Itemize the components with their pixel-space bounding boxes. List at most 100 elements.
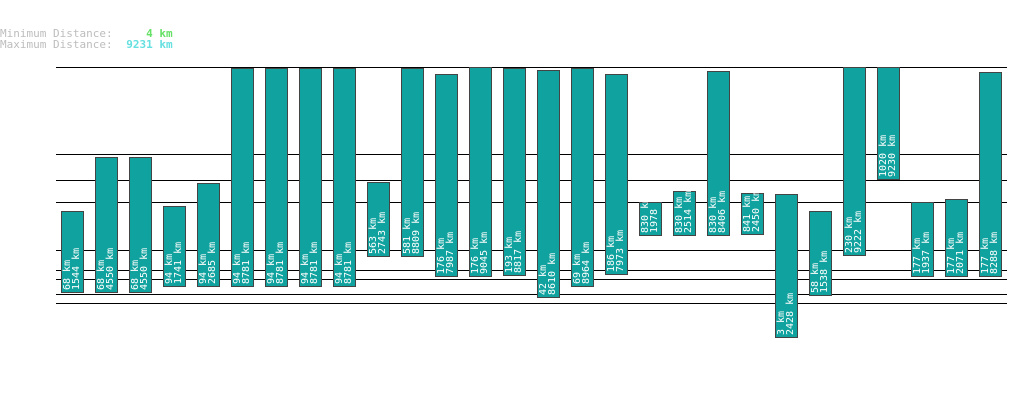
bar-label-a-8: 94 km xyxy=(334,254,345,284)
bar-label-b-20: 2450 km xyxy=(751,190,762,232)
bar-rect-22 xyxy=(809,211,832,296)
bar-label-b-17: 1978 km xyxy=(649,191,660,233)
bar-rect-1 xyxy=(95,157,118,293)
bar-rect-0 xyxy=(61,211,84,293)
bar-rect-8 xyxy=(333,68,356,287)
bar-rect-4 xyxy=(197,183,220,287)
bar-label-b-24: 9230 km xyxy=(887,135,898,177)
minimum-distance-label: Minimum Distance: xyxy=(0,27,113,40)
bar-label-b-5: 8781 km xyxy=(241,242,252,284)
bar-label-a-11: 176 km xyxy=(436,238,447,274)
bar-label-a-27: 177 km xyxy=(980,238,991,274)
bar-label-b-10: 8809 km xyxy=(411,212,422,254)
bar-label-a-26: 177 km xyxy=(946,238,957,274)
bar-label-a-14: 42 km xyxy=(538,265,549,295)
bar-label-b-8: 8781 km xyxy=(343,242,354,284)
bar-label-a-23: 230 km xyxy=(844,217,855,253)
bar-label-b-11: 7987 km xyxy=(445,232,456,274)
minimum-distance-row: Minimum Distance: 4 km xyxy=(0,28,173,39)
bar-label-a-12: 176 km xyxy=(470,238,481,274)
bar-rect-19 xyxy=(707,71,730,236)
bar-rect-24 xyxy=(877,67,900,180)
bar-label-b-26: 2071 km xyxy=(955,232,966,274)
bar-label-b-27: 8288 km xyxy=(989,232,1000,274)
bar-label-b-0: 1544 km xyxy=(71,248,82,290)
bar-rect-27 xyxy=(979,72,1002,277)
bar-label-a-25: 177 km xyxy=(912,238,923,274)
bar-label-a-24: 1020 km xyxy=(878,135,889,177)
bar-rect-20 xyxy=(741,193,764,235)
bar-label-a-21: 3 km xyxy=(776,311,787,335)
bar-rect-6 xyxy=(265,68,288,287)
bar-rect-13 xyxy=(503,68,526,276)
bar-label-a-5: 94 km xyxy=(232,254,243,284)
bar-rect-7 xyxy=(299,68,322,287)
bar-label-b-3: 1741 km xyxy=(173,242,184,284)
bar-label-b-2: 4550 km xyxy=(139,248,150,290)
bar-label-b-23: 9222 km xyxy=(853,211,864,253)
bar-label-a-7: 94 km xyxy=(300,254,311,284)
bar-label-b-21: 2428 km xyxy=(785,293,796,335)
bar-label-a-4: 94 km xyxy=(198,254,209,284)
bar-label-a-1: 68 km xyxy=(96,260,107,290)
bar-rect-12 xyxy=(469,67,492,277)
bar-label-a-22: 58 km xyxy=(810,263,821,293)
bar-rect-11 xyxy=(435,74,458,277)
bar-rect-5 xyxy=(231,68,254,287)
bar-label-b-9: 2743 km xyxy=(377,212,388,254)
bar-rect-25 xyxy=(911,202,934,277)
bar-label-b-14: 8610 km xyxy=(547,253,558,295)
bar-label-a-16: 186 km xyxy=(606,236,617,272)
maximum-distance-row: Maximum Distance: 9231 km xyxy=(0,39,173,50)
bar-label-b-6: 8781 km xyxy=(275,242,286,284)
bar-label-a-0: 68 km xyxy=(62,260,73,290)
bar-label-a-13: 193 km xyxy=(504,237,515,273)
bar-label-b-4: 2685 km xyxy=(207,242,218,284)
bar-rect-21 xyxy=(775,194,798,338)
bar-label-a-6: 94 km xyxy=(266,254,277,284)
maximum-distance-label: Maximum Distance: xyxy=(0,38,113,51)
bar-label-b-7: 8781 km xyxy=(309,242,320,284)
bar-rect-2 xyxy=(129,157,152,293)
bar-label-b-25: 1937 km xyxy=(921,232,932,274)
bar-label-a-9: 563 km xyxy=(368,218,379,254)
bar-rect-9 xyxy=(367,182,390,257)
bar-rect-15 xyxy=(571,68,594,287)
bar-label-b-16: 7973 km xyxy=(615,230,626,272)
bar-label-a-15: 69 km xyxy=(572,254,583,284)
bar-label-b-19: 8406 km xyxy=(717,191,728,233)
bar-label-a-20: 841 km xyxy=(742,196,753,232)
maximum-distance-value: 9231 km xyxy=(126,38,173,51)
bar-label-b-13: 8817 km xyxy=(513,231,524,273)
bar-label-b-22: 1538 km xyxy=(819,251,830,293)
bar-label-b-18: 2514 km xyxy=(683,191,694,233)
bar-rect-26 xyxy=(945,199,968,277)
bar-label-a-19: 830 km xyxy=(708,197,719,233)
